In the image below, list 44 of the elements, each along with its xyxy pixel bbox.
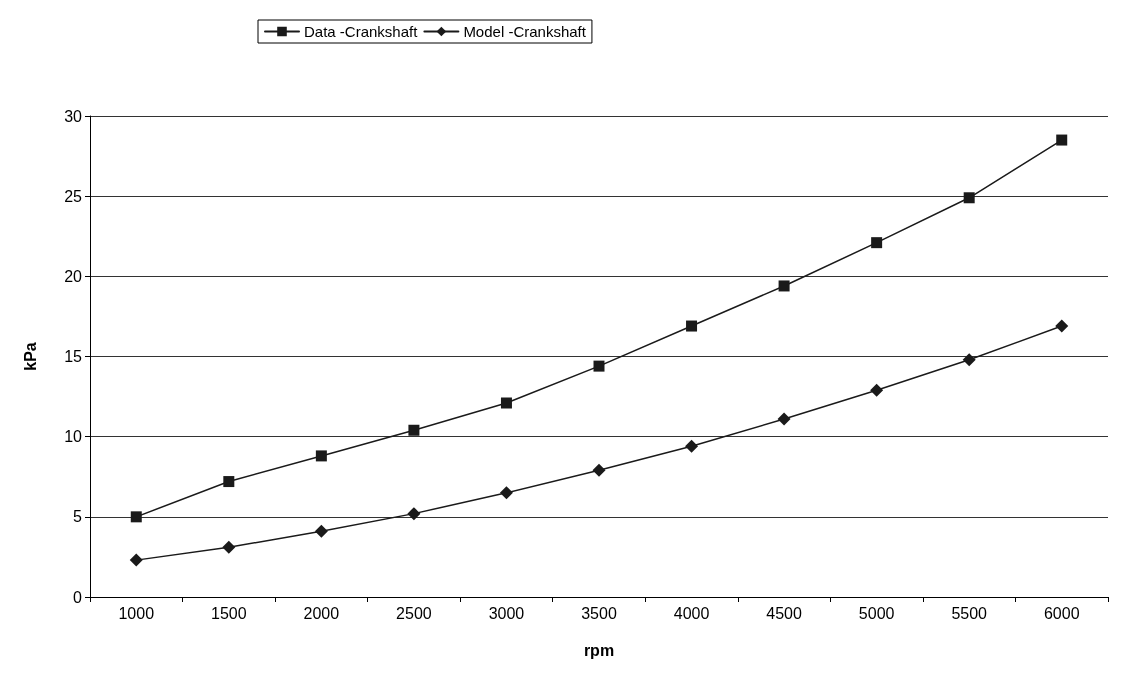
point xyxy=(499,486,513,500)
point xyxy=(593,360,605,372)
point xyxy=(500,397,512,409)
point xyxy=(870,383,884,397)
x-tick-label: 5500 xyxy=(951,604,988,622)
point xyxy=(315,450,327,462)
y-tick-label: 30 xyxy=(64,107,83,125)
y-tick-label: 5 xyxy=(73,508,83,526)
point xyxy=(962,353,976,367)
point xyxy=(129,553,143,567)
x-tick-label: 5000 xyxy=(858,604,895,622)
point xyxy=(871,237,883,249)
x-tick-label: 1000 xyxy=(118,604,155,622)
x-tick-label: 1500 xyxy=(211,604,247,622)
y-axis-title: kPa xyxy=(21,342,39,371)
point xyxy=(685,439,699,453)
x-tick-label: 4500 xyxy=(766,604,802,622)
x-tick-label: 2500 xyxy=(396,604,432,622)
point xyxy=(407,507,421,521)
x-tick-label: 4000 xyxy=(673,604,710,622)
x-axis-title: rpm xyxy=(583,641,615,659)
legend-label: Data -Crankshaft xyxy=(304,23,419,40)
x-tick-label: 3500 xyxy=(581,604,617,622)
point xyxy=(223,476,235,488)
legend-label: Model -Crankshaft xyxy=(463,23,587,40)
x-tick-label: 6000 xyxy=(1043,604,1080,622)
point xyxy=(777,412,791,426)
point xyxy=(963,192,975,204)
point xyxy=(130,511,142,523)
point xyxy=(222,540,236,554)
y-tick-label: 15 xyxy=(64,348,83,365)
point xyxy=(778,280,790,292)
y-tick-label: 25 xyxy=(64,187,83,205)
x-tick-label: 2000 xyxy=(303,604,340,622)
point xyxy=(592,463,606,477)
y-tick-label: 0 xyxy=(73,588,83,606)
point xyxy=(686,320,698,332)
point xyxy=(1056,134,1068,146)
point xyxy=(408,424,420,436)
point xyxy=(1055,319,1069,333)
y-tick-label: 20 xyxy=(64,267,83,285)
point xyxy=(314,524,328,538)
y-tick-label: 10 xyxy=(64,428,83,446)
x-tick-label: 3000 xyxy=(488,604,525,622)
